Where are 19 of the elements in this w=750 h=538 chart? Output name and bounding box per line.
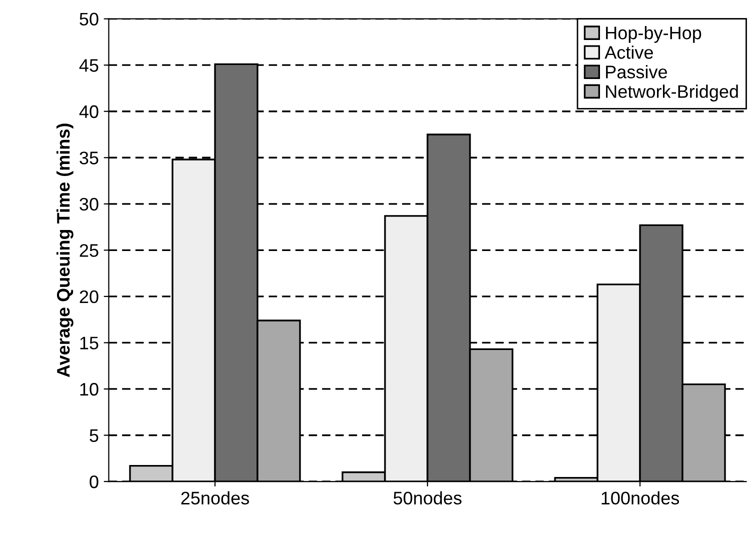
y-tick-label: 0 (90, 475, 98, 488)
legend-label: Passive (606, 65, 667, 78)
y-tick-label: 30 (80, 198, 98, 211)
x-tick-label: 25nodes (181, 491, 249, 504)
y-tick-label: 45 (79, 59, 98, 72)
y-tick-label: 35 (80, 152, 98, 164)
legend-label: Active (604, 46, 653, 59)
legend-label: Hop-by-Hop (606, 26, 702, 43)
y-tick-label: 5 (90, 429, 98, 442)
x-tick-label: 50nodes (394, 491, 462, 504)
y-tick-label: 50 (80, 12, 98, 26)
legend-label: Network-Bridged (606, 84, 738, 102)
y-tick-label: 10 (80, 382, 98, 396)
y-tick-label: 20 (80, 290, 98, 304)
y-tick-label: 15 (80, 336, 98, 350)
y-tick-label: 40 (79, 105, 98, 118)
y-tick-label: 25 (80, 244, 98, 257)
y-axis-title: Average Queuing Time (mins) (56, 124, 74, 378)
x-tick-label: 100nodes (602, 491, 680, 504)
